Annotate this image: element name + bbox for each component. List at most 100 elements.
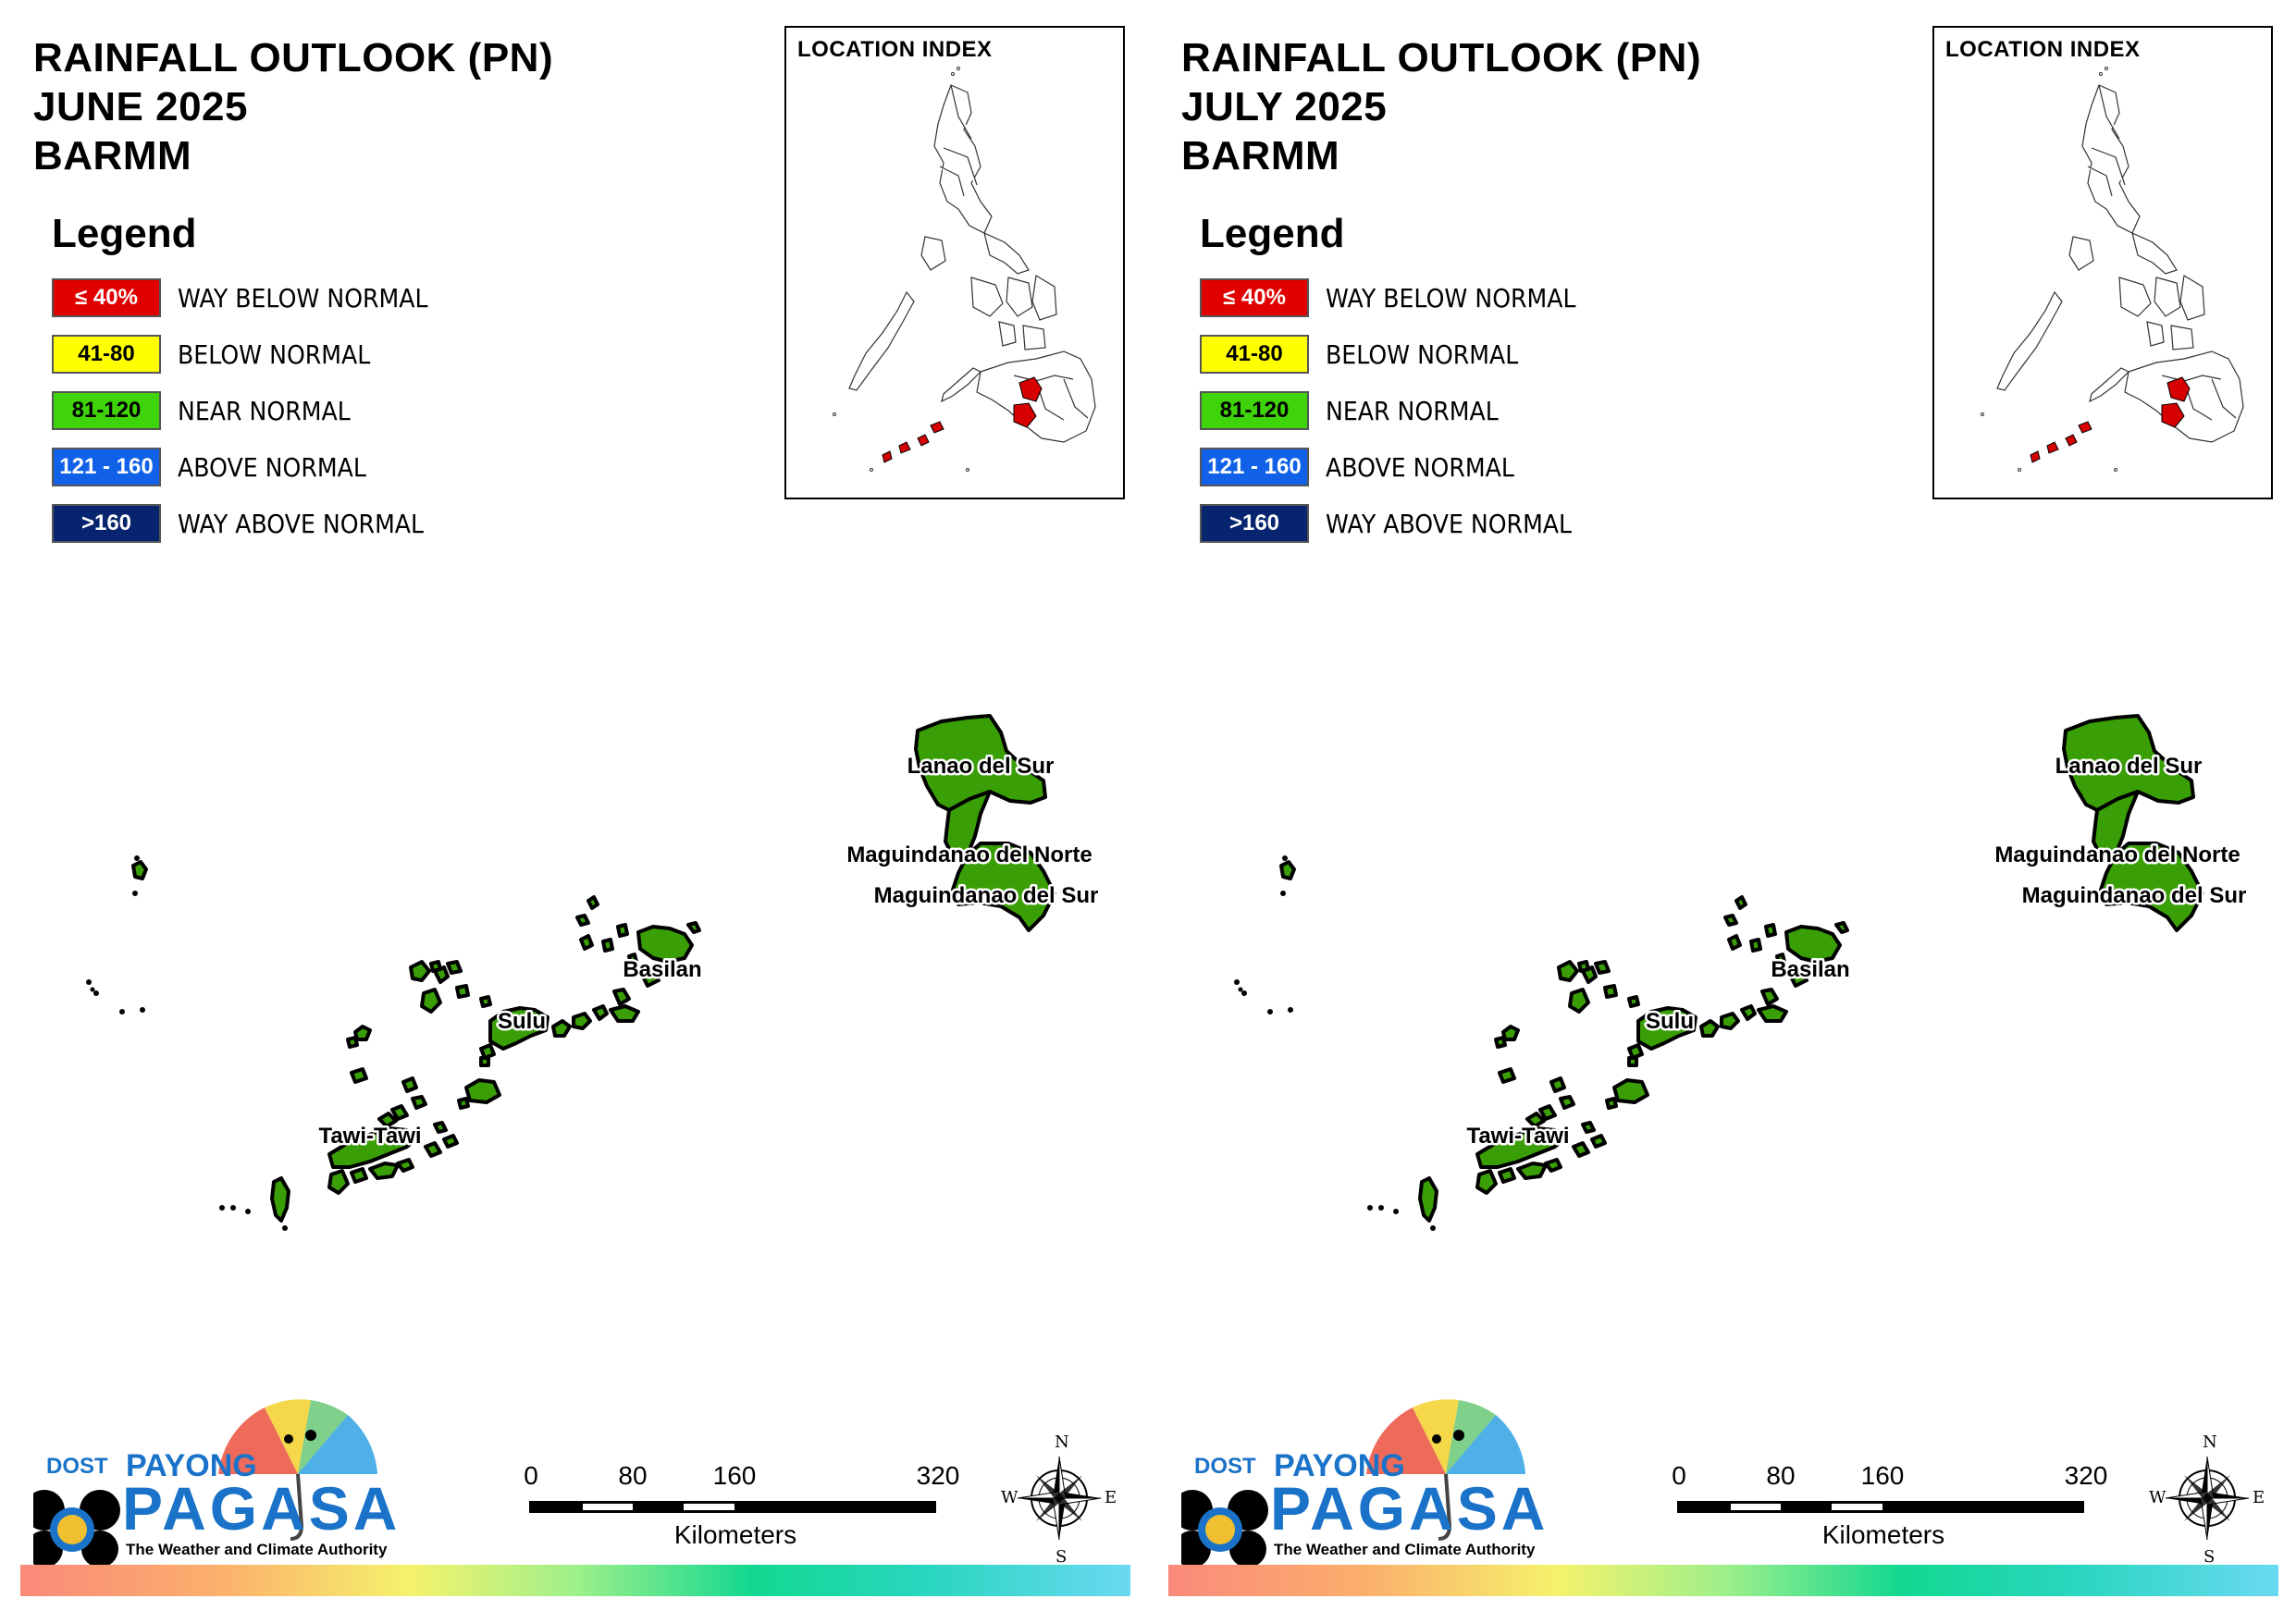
legend-item: 41-80 BELOW NORMAL xyxy=(1200,334,1604,375)
logo-tagline: The Weather and Climate Authority xyxy=(1274,1541,1536,1558)
legend-swatch: >160 xyxy=(1200,504,1309,543)
umbrella-logo-icon xyxy=(1181,1399,1525,1568)
legend-label: ABOVE NORMAL xyxy=(178,451,366,483)
pagasa-label: PAGASA xyxy=(1270,1474,1549,1543)
legend-label: WAY ABOVE NORMAL xyxy=(178,508,425,539)
logo-tagline: The Weather and Climate Authority xyxy=(126,1541,388,1558)
title-line-1: RAINFALL OUTLOOK (PN) xyxy=(33,35,554,80)
location-index-title: LOCATION INDEX xyxy=(1945,37,2141,62)
region-lanao-del-sur xyxy=(2062,714,2195,812)
title-line-1: RAINFALL OUTLOOK (PN) xyxy=(1181,35,1702,80)
payong-label: PAYONG xyxy=(1274,1448,1405,1483)
scale-tick-160: 160 xyxy=(712,1461,757,1490)
region-sulu xyxy=(1636,1006,1697,1051)
map-title: RAINFALL OUTLOOK (PN) JULY 2025 BARMM xyxy=(1181,33,1701,180)
legend-item: 41-80 BELOW NORMAL xyxy=(52,334,456,375)
scale-tick-320: 320 xyxy=(916,1461,960,1490)
scale-tick-0: 0 xyxy=(524,1461,538,1490)
legend-label: WAY BELOW NORMAL xyxy=(1326,282,1576,314)
location-index: LOCATION INDEX xyxy=(1932,26,2273,499)
legend-rows: ≤ 40% WAY BELOW NORMAL 41-80 BELOW NORMAL 81… xyxy=(1200,277,1604,544)
title-line-3: BARMM xyxy=(1181,133,1340,178)
barmm-map: Lanao del Sur Maguindanao del Norte Maguin… xyxy=(86,714,1101,1231)
legend-swatch: ≤ 40% xyxy=(1200,278,1309,317)
footer-gradient-bar xyxy=(1168,1565,2278,1596)
dost-label: DOST xyxy=(1194,1454,1256,1479)
compass-rose-icon xyxy=(1017,1456,1102,1541)
scale-bar-graphic xyxy=(529,1501,936,1513)
legend-swatch: 121 - 160 xyxy=(1200,448,1309,486)
legend-label: BELOW NORMAL xyxy=(1326,338,1519,370)
philippines-index-map xyxy=(1981,67,2244,472)
region-label: Maguindanao del Norte xyxy=(1994,842,2240,867)
compass-s: S xyxy=(2203,1547,2216,1567)
legend: Legend ≤ 40% WAY BELOW NORMAL 41-80 BELOW N… xyxy=(52,211,456,559)
compass-n: N xyxy=(1055,1432,1069,1452)
scale-bar: 0 80 160 320 Kilometers xyxy=(524,1461,959,1554)
region-label: Sulu xyxy=(1646,1009,1694,1034)
location-index-title: LOCATION INDEX xyxy=(797,37,993,62)
location-index: LOCATION INDEX xyxy=(784,26,1125,499)
scale-tick-80: 80 xyxy=(1766,1461,1796,1490)
region-maguindanao-del-norte xyxy=(944,790,992,858)
legend-swatch: ≤ 40% xyxy=(52,278,161,317)
legend-label: BELOW NORMAL xyxy=(178,338,371,370)
legend-item: ≤ 40% WAY BELOW NORMAL xyxy=(1200,277,1604,318)
scale-tick-320: 320 xyxy=(2064,1461,2108,1490)
legend-item: 121 - 160 ABOVE NORMAL xyxy=(52,447,456,487)
legend-label: NEAR NORMAL xyxy=(178,395,351,426)
outlook-panel-1: RAINFALL OUTLOOK (PN) JUNE 2025 BARMM Le… xyxy=(20,26,1130,1596)
legend-item: >160 WAY ABOVE NORMAL xyxy=(1200,503,1604,544)
region-label: Maguindanao del Norte xyxy=(846,842,1092,867)
legend: Legend ≤ 40% WAY BELOW NORMAL 41-80 BELOW N… xyxy=(1200,211,1604,559)
region-label: Tawi-Tawi xyxy=(1466,1124,1569,1149)
map-title: RAINFALL OUTLOOK (PN) JUNE 2025 BARMM xyxy=(33,33,553,180)
legend-label: WAY BELOW NORMAL xyxy=(178,282,428,314)
north-arrow: N E S W xyxy=(2149,1432,2265,1567)
legend-label: WAY ABOVE NORMAL xyxy=(1326,508,1573,539)
legend-swatch: 41-80 xyxy=(1200,335,1309,374)
legend-swatch: 81-120 xyxy=(1200,391,1309,430)
legend-item: ≤ 40% WAY BELOW NORMAL xyxy=(52,277,456,318)
region-label: Tawi-Tawi xyxy=(318,1124,421,1149)
compass-w: W xyxy=(2149,1488,2166,1507)
umbrella-logo-icon xyxy=(33,1399,377,1568)
outlook-panel-2: RAINFALL OUTLOOK (PN) JULY 2025 BARMM Le… xyxy=(1148,0,2296,1623)
compass-s: S xyxy=(1055,1547,1068,1567)
legend-rows: ≤ 40% WAY BELOW NORMAL 41-80 BELOW NORMAL 81… xyxy=(52,277,456,544)
scale-tick-80: 80 xyxy=(618,1461,648,1490)
dost-label: DOST xyxy=(46,1454,108,1479)
legend-item: 121 - 160 ABOVE NORMAL xyxy=(1200,447,1604,487)
scale-units: Kilometers xyxy=(673,1520,797,1549)
region-label: Lanao del Sur xyxy=(907,754,1055,779)
legend-item: >160 WAY ABOVE NORMAL xyxy=(52,503,456,544)
legend-item: 81-120 NEAR NORMAL xyxy=(1200,390,1604,431)
scale-bar: 0 80 160 320 Kilometers xyxy=(1672,1461,2107,1554)
region-lanao-del-sur xyxy=(914,714,1047,812)
compass-e: E xyxy=(2253,1488,2265,1507)
region-label: Lanao del Sur xyxy=(2055,754,2203,779)
region-basilan xyxy=(1784,925,1842,964)
pagasa-logo: DOST PAYONG PAGASA The Weather and Clima… xyxy=(1181,1387,1545,1568)
barmm-map: Lanao del Sur Maguindanao del Norte Maguin… xyxy=(1234,714,2249,1231)
legend-swatch: 121 - 160 xyxy=(52,448,161,486)
region-tawi-tawi xyxy=(327,1126,420,1169)
region-maguindanao-del-norte xyxy=(2092,790,2140,858)
legend-label: NEAR NORMAL xyxy=(1326,395,1499,426)
scale-tick-0: 0 xyxy=(1672,1461,1686,1490)
region-maguindanao-del-sur xyxy=(951,842,1056,932)
scale-bar-graphic xyxy=(1677,1501,2084,1513)
region-maguindanao-del-sur xyxy=(2099,842,2204,932)
title-line-2: JULY 2025 xyxy=(1181,84,1388,129)
region-label: Basilan xyxy=(623,957,701,982)
compass-w: W xyxy=(1001,1488,1018,1507)
title-line-3: BARMM xyxy=(33,133,192,178)
philippines-index-map xyxy=(833,67,1096,472)
pagasa-logo: DOST PAYONG PAGASA The Weather and Clima… xyxy=(33,1387,397,1568)
compass-e: E xyxy=(1105,1488,1117,1507)
payong-label: PAYONG xyxy=(126,1448,257,1483)
compass-rose-icon xyxy=(2165,1456,2250,1541)
legend-item: 81-120 NEAR NORMAL xyxy=(52,390,456,431)
legend-title: Legend xyxy=(1200,211,1345,256)
title-line-2: JUNE 2025 xyxy=(33,84,248,129)
